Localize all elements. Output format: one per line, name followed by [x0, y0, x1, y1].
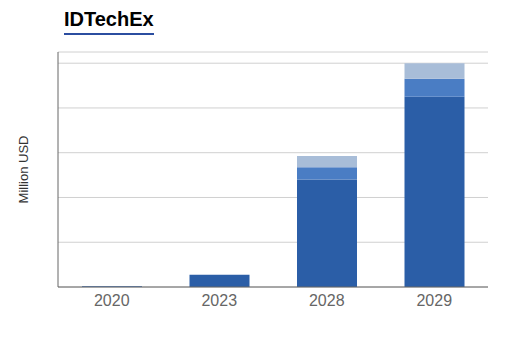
svg-text:2020: 2020 [94, 292, 130, 309]
svg-text:2029: 2029 [416, 292, 452, 309]
svg-text:Million USD: Million USD [16, 136, 31, 204]
svg-text:2028: 2028 [309, 292, 345, 309]
html-text:IDTechEx: IDTechEx [64, 8, 154, 30]
svg-text:2023: 2023 [201, 292, 237, 309]
